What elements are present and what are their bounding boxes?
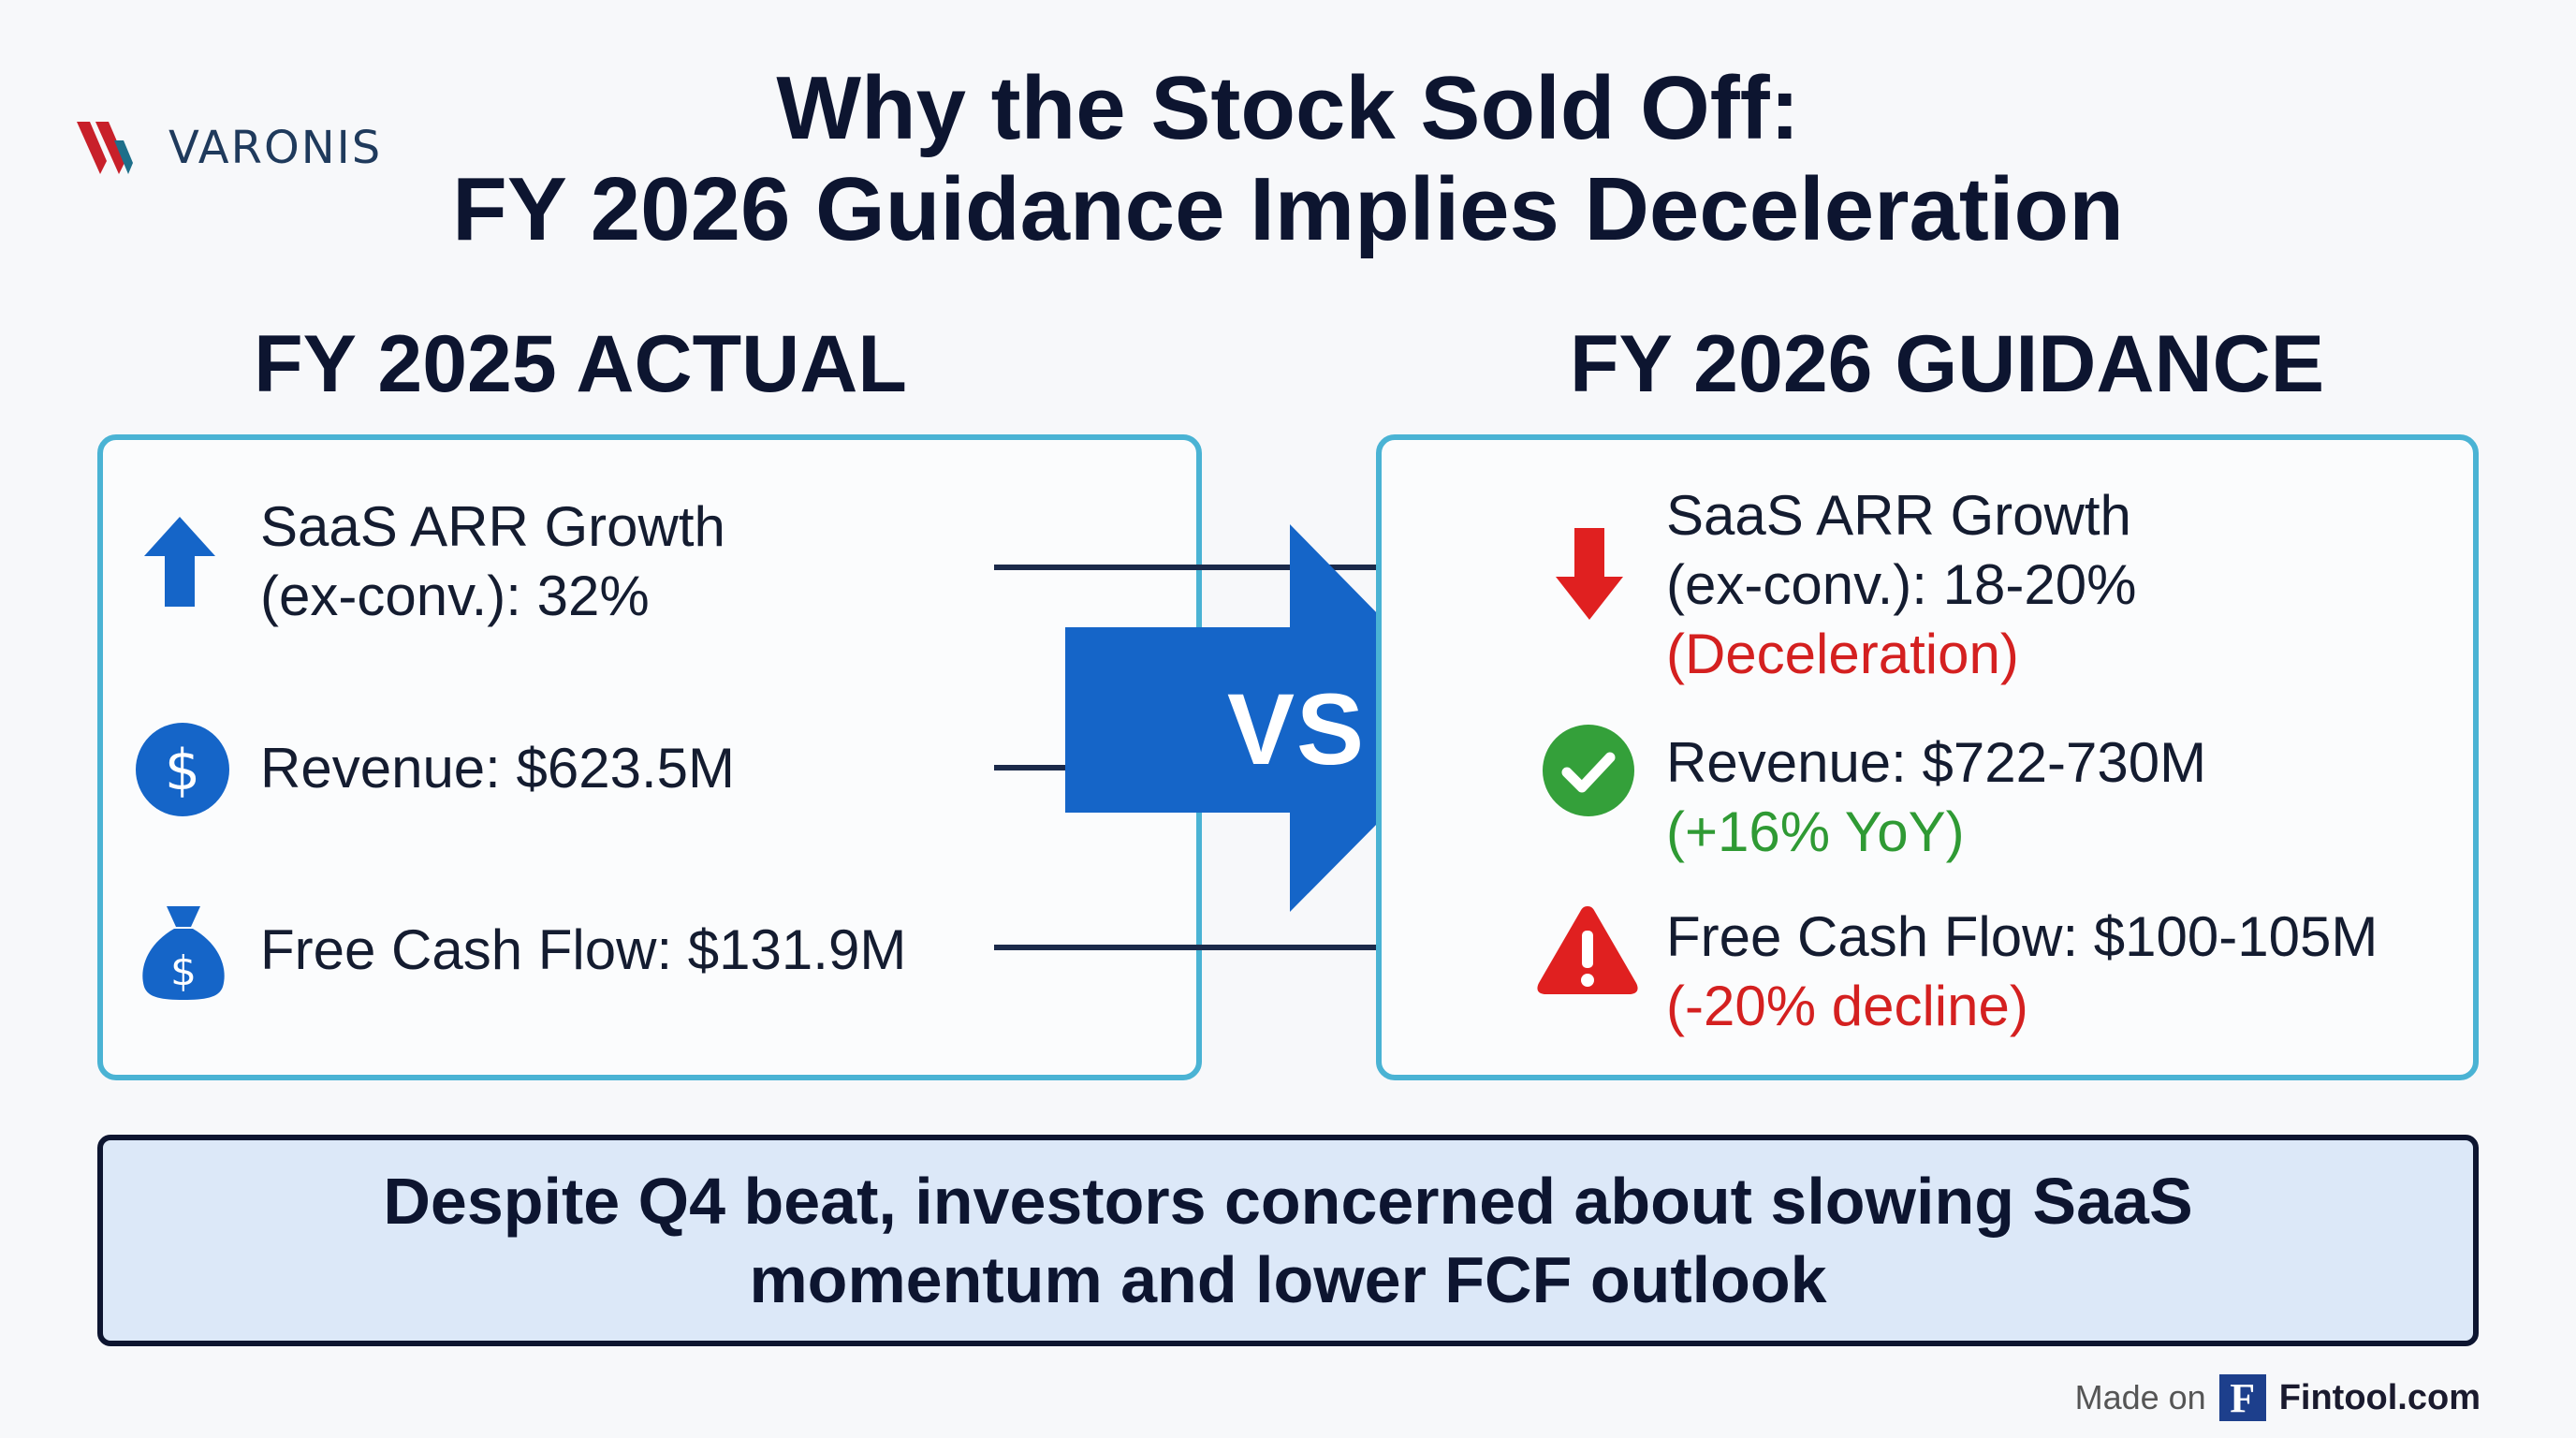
guidance-arr-line2: (ex-conv.): 18-20% <box>1666 553 2137 616</box>
actual-revenue-item: Revenue: $623.5M <box>260 734 735 803</box>
guidance-arr-item: SaaS ARR Growth (ex-conv.): 18-20% (Dece… <box>1666 481 2136 689</box>
guidance-heading: FY 2026 GUIDANCE <box>1569 319 2325 409</box>
warning-icon <box>1537 906 1638 994</box>
check-circle-icon <box>1543 725 1634 816</box>
actual-fcf-line: Free Cash Flow: $131.9M <box>260 918 907 981</box>
varonis-logo-icon <box>77 122 133 174</box>
guidance-fcf-note: (-20% decline) <box>1666 975 2028 1037</box>
dollar-circle-icon: $ <box>136 723 229 816</box>
guidance-revenue-item: Revenue: $722-730M (+16% YoY) <box>1666 728 2206 867</box>
guidance-fcf-item: Free Cash Flow: $100-105M (-20% decline) <box>1666 902 2378 1041</box>
up-arrow-icon <box>144 517 215 607</box>
page-title-line2: FY 2026 Guidance Implies Deceleration <box>452 159 2124 259</box>
guidance-fcf-line: Free Cash Flow: $100-105M <box>1666 905 2378 968</box>
actual-revenue-line: Revenue: $623.5M <box>260 737 736 800</box>
actual-arr-line2: (ex-conv.): 32% <box>260 565 650 627</box>
footer-attribution: Made on F Fintool.com <box>2075 1374 2481 1421</box>
vs-label: VS <box>1226 672 1367 785</box>
page-title: Why the Stock Sold Off: FY 2026 Guidance… <box>281 58 2295 260</box>
actual-arr-item: SaaS ARR Growth (ex-conv.): 32% <box>260 492 725 631</box>
guidance-revenue-line: Revenue: $722-730M <box>1666 731 2207 794</box>
money-bag-icon: $ <box>142 906 225 1000</box>
actual-arr-line1: SaaS ARR Growth <box>260 495 725 558</box>
summary-banner-line2: momentum and lower FCF outlook <box>749 1243 1827 1316</box>
summary-banner-line1: Despite Q4 beat, investors concerned abo… <box>383 1165 2193 1238</box>
svg-text:$: $ <box>170 947 197 995</box>
fintool-brand[interactable]: Fintool.com <box>2278 1377 2481 1417</box>
varonis-logo-text: VARONIS <box>168 122 383 174</box>
actual-panel <box>97 434 1202 1080</box>
fintool-logo-icon: F <box>2218 1374 2266 1421</box>
down-arrow-icon <box>1556 528 1623 620</box>
summary-banner: Despite Q4 beat, investors concerned abo… <box>97 1135 2479 1346</box>
made-on-label: Made on <box>2074 1378 2206 1416</box>
guidance-arr-note: (Deceleration) <box>1666 623 2019 685</box>
guidance-revenue-note: (+16% YoY) <box>1666 800 1965 863</box>
svg-text:$: $ <box>165 738 200 803</box>
page-title-line1: Why the Stock Sold Off: <box>776 58 1800 158</box>
guidance-arr-line1: SaaS ARR Growth <box>1666 484 2131 547</box>
actual-fcf-item: Free Cash Flow: $131.9M <box>260 916 906 985</box>
varonis-logo: VARONIS <box>75 120 382 176</box>
actual-heading: FY 2025 ACTUAL <box>254 319 907 409</box>
